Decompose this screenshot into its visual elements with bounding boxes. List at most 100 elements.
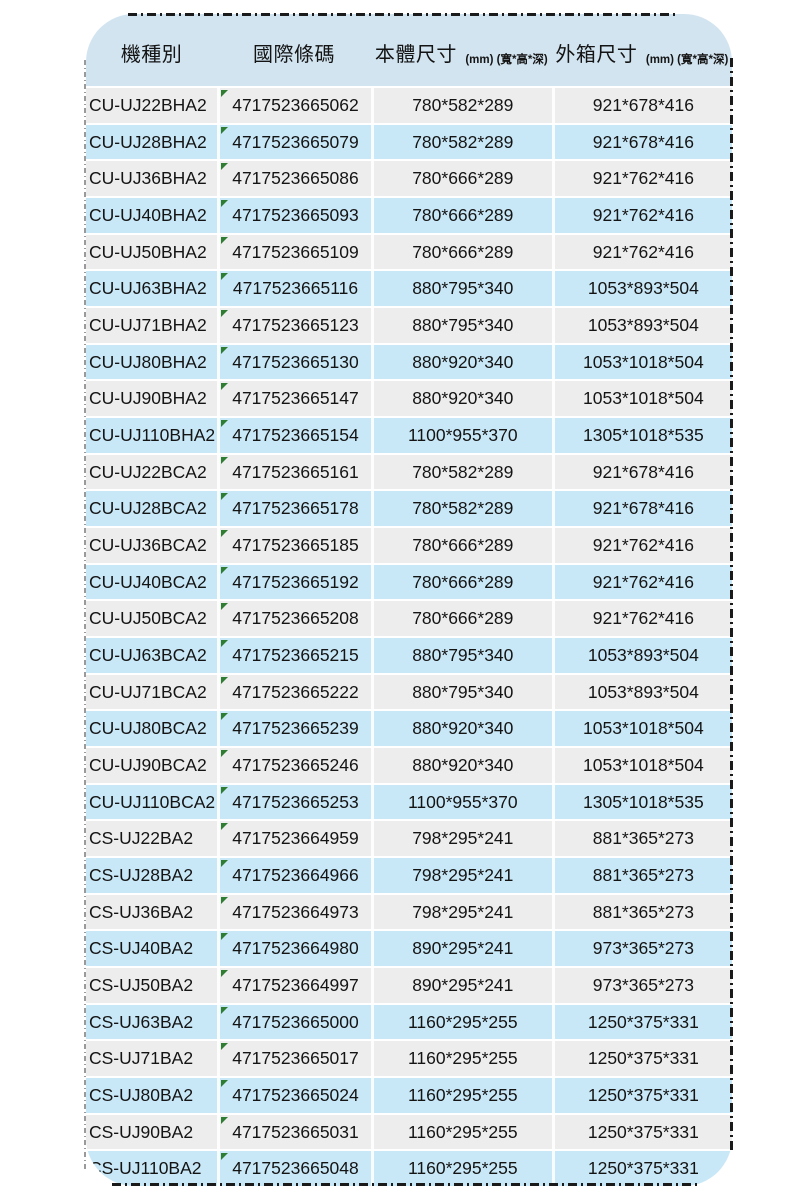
barcode-cell: 4717523665123 (217, 308, 371, 343)
barcode-value: 4717523664997 (232, 974, 359, 995)
comment-marker-icon (221, 493, 229, 501)
model-cell: CU-UJ110BCA2 (89, 791, 216, 812)
barcode-cell: 4717523665062 (217, 88, 371, 123)
barcode-value: 4717523665147 (232, 388, 359, 409)
table-row: CU-UJ28BCA2 4717523665178 780*582*289 921*6… (86, 489, 732, 527)
barcode-cell: 4717523664980 (217, 931, 371, 967)
barcode-value: 4717523665178 (232, 498, 359, 519)
comment-marker-icon (221, 1116, 229, 1124)
table-row: CU-UJ110BCA2 4717523665253 1100*955*370 130… (86, 782, 732, 820)
table-row: CU-UJ71BCA2 4717523665222 880*795*340 1053*… (86, 672, 732, 710)
barcode-cell: 4717523665109 (217, 234, 371, 270)
box-size-cell: 1053*1018*504 (551, 344, 732, 380)
body-size-cell: 780*666*289 (370, 161, 552, 197)
table-row: CU-UJ80BCA2 4717523665239 880*920*340 1053*… (86, 709, 732, 747)
model-cell: CS-UJ28BA2 (89, 864, 194, 885)
body-size-cell: 890*295*241 (370, 931, 552, 967)
box-size-cell: 1305*1018*535 (551, 784, 732, 820)
barcode-value: 4717523665093 (232, 204, 359, 225)
barcode-cell: 4717523665246 (217, 748, 371, 783)
model-cell: CU-UJ63BCA2 (89, 644, 207, 665)
selection-border-left (84, 60, 86, 1172)
table-row: CU-UJ22BCA2 4717523665161 780*582*289 921*6… (86, 452, 732, 490)
selection-border-bottom (112, 1183, 700, 1186)
barcode-cell: 4717523665208 (217, 601, 371, 637)
box-size-cell: 921*762*416 (551, 528, 732, 563)
table-row: CU-UJ71BHA2 4717523665123 880*795*340 1053*… (86, 306, 732, 343)
body-size-cell: 780*666*289 (370, 564, 552, 600)
comment-marker-icon (221, 640, 229, 648)
barcode-cell: 4717523664959 (217, 821, 371, 857)
barcode-value: 4717523665246 (232, 754, 359, 775)
table-row: CS-UJ28BA2 4717523664966 798*295*241 881*36… (86, 856, 732, 893)
body-size-cell: 780*666*289 (370, 528, 552, 563)
model-cell: CU-UJ36BCA2 (89, 534, 207, 555)
header-body-size-label: 本體尺寸 (374, 43, 457, 66)
table-row: CU-UJ28BHA2 4717523665079 780*582*289 921*6… (86, 122, 732, 160)
spec-table: 機種別 國際條碼 本體尺寸 (mm) (寬*高*深) 外箱尺寸 (mm) (寬*… (86, 14, 732, 1186)
model-cell: CU-UJ71BHA2 (89, 314, 207, 335)
table-row: CU-UJ40BHA2 4717523665093 780*666*289 921*7… (86, 196, 732, 233)
barcode-cell: 4717523665178 (217, 491, 371, 527)
body-size-cell: 780*582*289 (370, 491, 552, 527)
comment-marker-icon (221, 90, 229, 97)
body-size-cell: 798*295*241 (370, 858, 552, 893)
barcode-value: 4717523664959 (232, 828, 359, 849)
comment-marker-icon (221, 1006, 229, 1014)
header-body-size: 本體尺寸 (mm) (寬*高*深) (371, 34, 552, 67)
comment-marker-icon (221, 383, 229, 391)
box-size-cell: 1053*1018*504 (551, 711, 732, 747)
barcode-cell: 4717523665192 (217, 564, 371, 600)
model-cell: CU-UJ80BCA2 (89, 718, 207, 739)
model-cell: CS-UJ22BA2 (89, 828, 194, 849)
barcode-cell: 4717523665000 (217, 1004, 371, 1040)
table-row: CU-UJ36BCA2 4717523665185 780*666*289 921*7… (86, 526, 732, 563)
model-cell: CU-UJ40BCA2 (89, 571, 207, 592)
model-cell: CU-UJ40BHA2 (89, 204, 207, 225)
barcode-value: 4717523665161 (232, 461, 359, 482)
model-cell: CU-UJ90BCA2 (89, 754, 207, 775)
comment-marker-icon (221, 456, 229, 464)
barcode-cell: 4717523665222 (217, 674, 371, 710)
box-size-cell: 1053*893*504 (551, 308, 732, 343)
model-cell: CU-UJ50BCA2 (89, 608, 207, 629)
barcode-value: 4717523665253 (232, 791, 359, 812)
comment-marker-icon (221, 713, 229, 721)
box-size-cell: 921*762*416 (551, 601, 732, 637)
barcode-cell: 4717523665017 (217, 1041, 371, 1077)
model-cell: CS-UJ40BA2 (89, 938, 194, 959)
box-size-cell: 1250*375*331 (551, 1151, 732, 1186)
body-size-cell: 880*795*340 (370, 308, 552, 343)
body-size-cell: 880*795*340 (370, 638, 552, 673)
comment-marker-icon (221, 420, 229, 428)
body-size-cell: 1160*295*255 (370, 1151, 552, 1186)
header-barcode-label: 國際條碼 (252, 43, 335, 66)
model-cell: CU-UJ22BCA2 (89, 461, 207, 482)
table-row: CU-UJ90BHA2 4717523665147 880*920*340 1053*… (86, 379, 732, 417)
table-row: CS-UJ22BA2 4717523664959 798*295*241 881*36… (86, 819, 732, 857)
header-box-size-unit: (mm) (寬*高*深) (645, 53, 729, 66)
barcode-value: 4717523665079 (232, 131, 359, 152)
comment-marker-icon (221, 346, 229, 354)
model-cell: CS-UJ90BA2 (89, 1121, 194, 1142)
box-size-cell: 881*365*273 (551, 821, 732, 857)
body-size-cell: 880*920*340 (370, 748, 552, 783)
barcode-cell: 4717523665031 (217, 1114, 371, 1150)
barcode-cell: 4717523665161 (217, 454, 371, 490)
table-row: CU-UJ63BCA2 4717523665215 880*795*340 1053*… (86, 636, 732, 673)
box-size-cell: 973*365*273 (551, 931, 732, 967)
body-size-cell: 1160*295*255 (370, 1078, 552, 1113)
barcode-value: 4717523665000 (232, 1011, 359, 1032)
comment-marker-icon (221, 970, 229, 978)
body-size-cell: 798*295*241 (370, 821, 552, 857)
barcode-value: 4717523664980 (232, 938, 359, 959)
barcode-value: 4717523665017 (232, 1048, 359, 1069)
body-size-cell: 780*582*289 (370, 124, 552, 160)
selection-border-top (128, 13, 678, 16)
barcode-cell: 4717523665215 (217, 638, 371, 673)
table-row: CS-UJ80BA2 4717523665024 1160*295*255 1250*… (86, 1076, 732, 1113)
box-size-cell: 1053*893*504 (551, 638, 732, 673)
body-size-cell: 1160*295*255 (370, 1004, 552, 1040)
table-row: CS-UJ50BA2 4717523664997 890*295*241 973*36… (86, 966, 732, 1003)
barcode-value: 4717523665154 (232, 424, 359, 445)
